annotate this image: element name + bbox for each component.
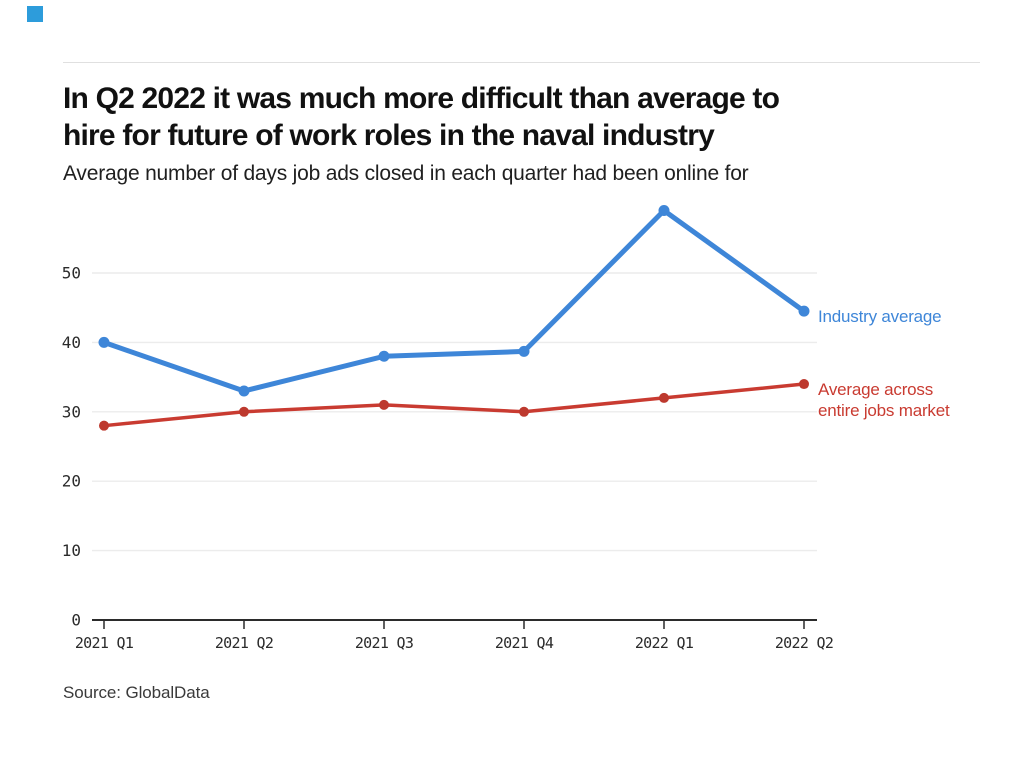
marker-average-across-entire-jobs-market bbox=[799, 379, 809, 390]
marker-industry-average bbox=[238, 385, 250, 397]
header-divider bbox=[63, 62, 980, 63]
marker-average-across-entire-jobs-market bbox=[519, 406, 529, 417]
x-tick-label: 2021 Q1 bbox=[75, 634, 134, 652]
x-tick-label: 2021 Q3 bbox=[355, 634, 413, 652]
source-note: Source: GlobalData bbox=[63, 683, 210, 702]
chart-subtitle: Average number of days job ads closed in… bbox=[63, 162, 749, 185]
legend-label-industry-average: Industry average bbox=[818, 307, 942, 326]
y-tick-label: 30 bbox=[62, 402, 81, 421]
line-average-across-entire-jobs-market bbox=[102, 382, 806, 428]
y-tick-label: 0 bbox=[71, 611, 81, 630]
marker-average-across-entire-jobs-market bbox=[659, 392, 669, 403]
x-tick-label: 2021 Q2 bbox=[215, 634, 273, 652]
y-tick-label: 10 bbox=[62, 541, 81, 560]
legend-label-jobs-market: Average across entire jobs market bbox=[818, 380, 950, 420]
marker-industry-average bbox=[518, 345, 530, 357]
chart-title: In Q2 2022 it was much more difficult th… bbox=[63, 82, 780, 152]
marker-industry-average bbox=[378, 350, 390, 362]
y-tick-label: 50 bbox=[62, 264, 81, 283]
line-industry-average bbox=[101, 208, 807, 394]
x-tick-label: 2022 Q2 bbox=[775, 634, 833, 652]
marker-industry-average bbox=[798, 305, 810, 317]
marker-industry-average bbox=[98, 336, 110, 348]
marker-average-across-entire-jobs-market bbox=[99, 420, 109, 431]
marker-average-across-entire-jobs-market bbox=[239, 406, 249, 417]
y-tick-label: 40 bbox=[62, 333, 81, 352]
marker-industry-average bbox=[658, 205, 670, 217]
x-tick-label: 2022 Q1 bbox=[635, 634, 694, 652]
marker-average-across-entire-jobs-market bbox=[379, 399, 389, 410]
brand-mark bbox=[27, 6, 43, 22]
y-tick-label: 20 bbox=[62, 472, 81, 491]
x-tick-label: 2021 Q4 bbox=[495, 634, 554, 652]
